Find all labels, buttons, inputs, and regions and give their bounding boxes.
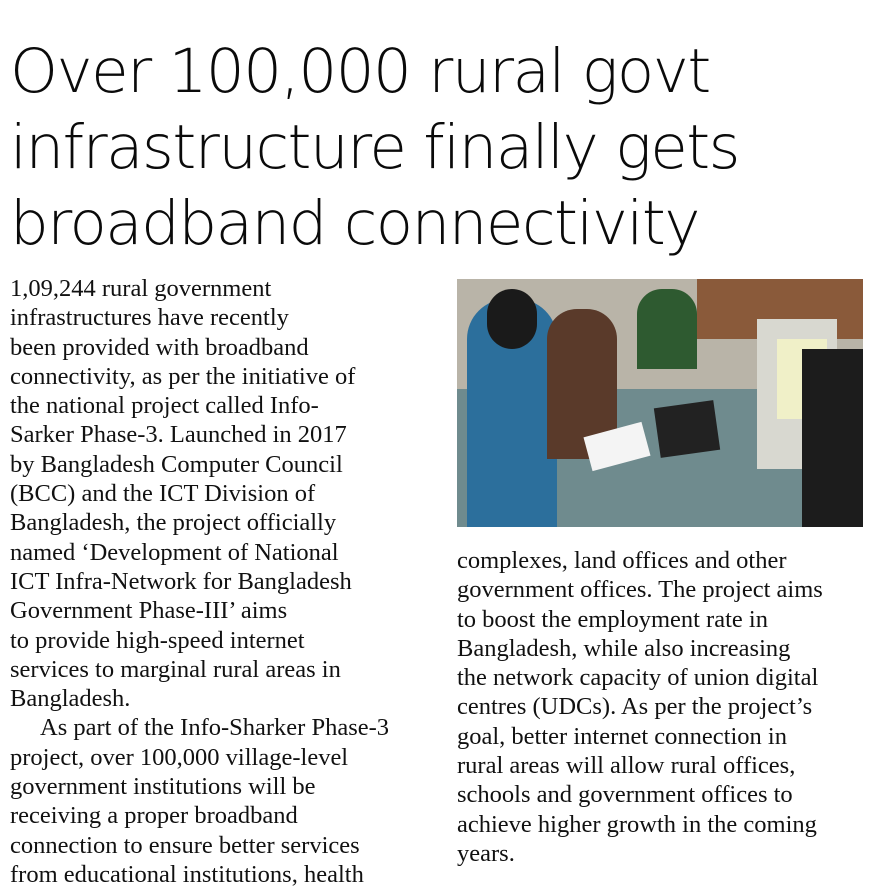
article-photo xyxy=(457,279,863,527)
text-line: rural areas will allow rural offices, xyxy=(457,752,796,780)
text-line: services to marginal rural areas in xyxy=(10,655,341,683)
text-line: by Bangladesh Computer Council xyxy=(10,450,343,478)
text-line: been provided with broadband xyxy=(10,333,309,361)
text-line: receiving a proper broadband xyxy=(10,802,298,830)
text-line: (BCC) and the ICT Division of xyxy=(10,480,316,508)
headline-line: infrastructure finally gets xyxy=(10,112,740,183)
text-line: the network capacity of union digital xyxy=(457,664,819,692)
headline-line: broadband connectivity xyxy=(10,188,700,259)
text-line: Bangladesh, the project officially xyxy=(10,509,337,537)
article-body-right-column: complexes, land offices and other govern… xyxy=(457,546,823,868)
text-line: goal, better internet connection in xyxy=(457,722,787,750)
text-line: As part of the Info-Sharker Phase-3 xyxy=(40,714,390,742)
text-line: to provide high-speed internet xyxy=(10,626,305,654)
text-line: 1,09,244 rural government xyxy=(10,275,272,302)
text-line: Bangladesh. xyxy=(10,685,131,713)
text-line: the national project called Info- xyxy=(10,392,319,420)
headline-line: Over 100,000 rural govt xyxy=(10,36,711,107)
text-line: government institutions will be xyxy=(10,773,316,801)
text-line: connectivity, as per the initiative of xyxy=(10,362,356,390)
text-line: Sarker Phase-3. Launched in 2017 xyxy=(10,421,347,449)
text-line: infrastructures have recently xyxy=(10,304,289,332)
text-line: government offices. The project aims xyxy=(457,576,823,604)
text-line: to boost the employment rate in xyxy=(457,605,768,633)
text-line: named ‘Development of National xyxy=(10,538,339,566)
text-line: years. xyxy=(457,839,515,867)
text-line: connection to ensure better services xyxy=(10,831,360,859)
text-line: from educational institutions, health xyxy=(10,860,364,888)
article-body-left-column: 1,09,244 rural government infrastructure… xyxy=(10,274,389,889)
text-line: schools and government offices to xyxy=(457,781,793,809)
text-line: centres (UDCs). As per the project’s xyxy=(457,693,813,721)
text-line: Bangladesh, while also increasing xyxy=(457,634,791,662)
text-line: ICT Infra-Network for Bangladesh xyxy=(10,567,352,595)
text-line: project, over 100,000 village-level xyxy=(10,743,349,771)
headline: Over 100,000 rural govt infrastructure f… xyxy=(10,34,870,262)
text-line: complexes, land offices and other xyxy=(457,547,787,574)
text-line: Government Phase-III’ aims xyxy=(10,597,288,625)
text-line: achieve higher growth in the coming xyxy=(457,810,817,838)
